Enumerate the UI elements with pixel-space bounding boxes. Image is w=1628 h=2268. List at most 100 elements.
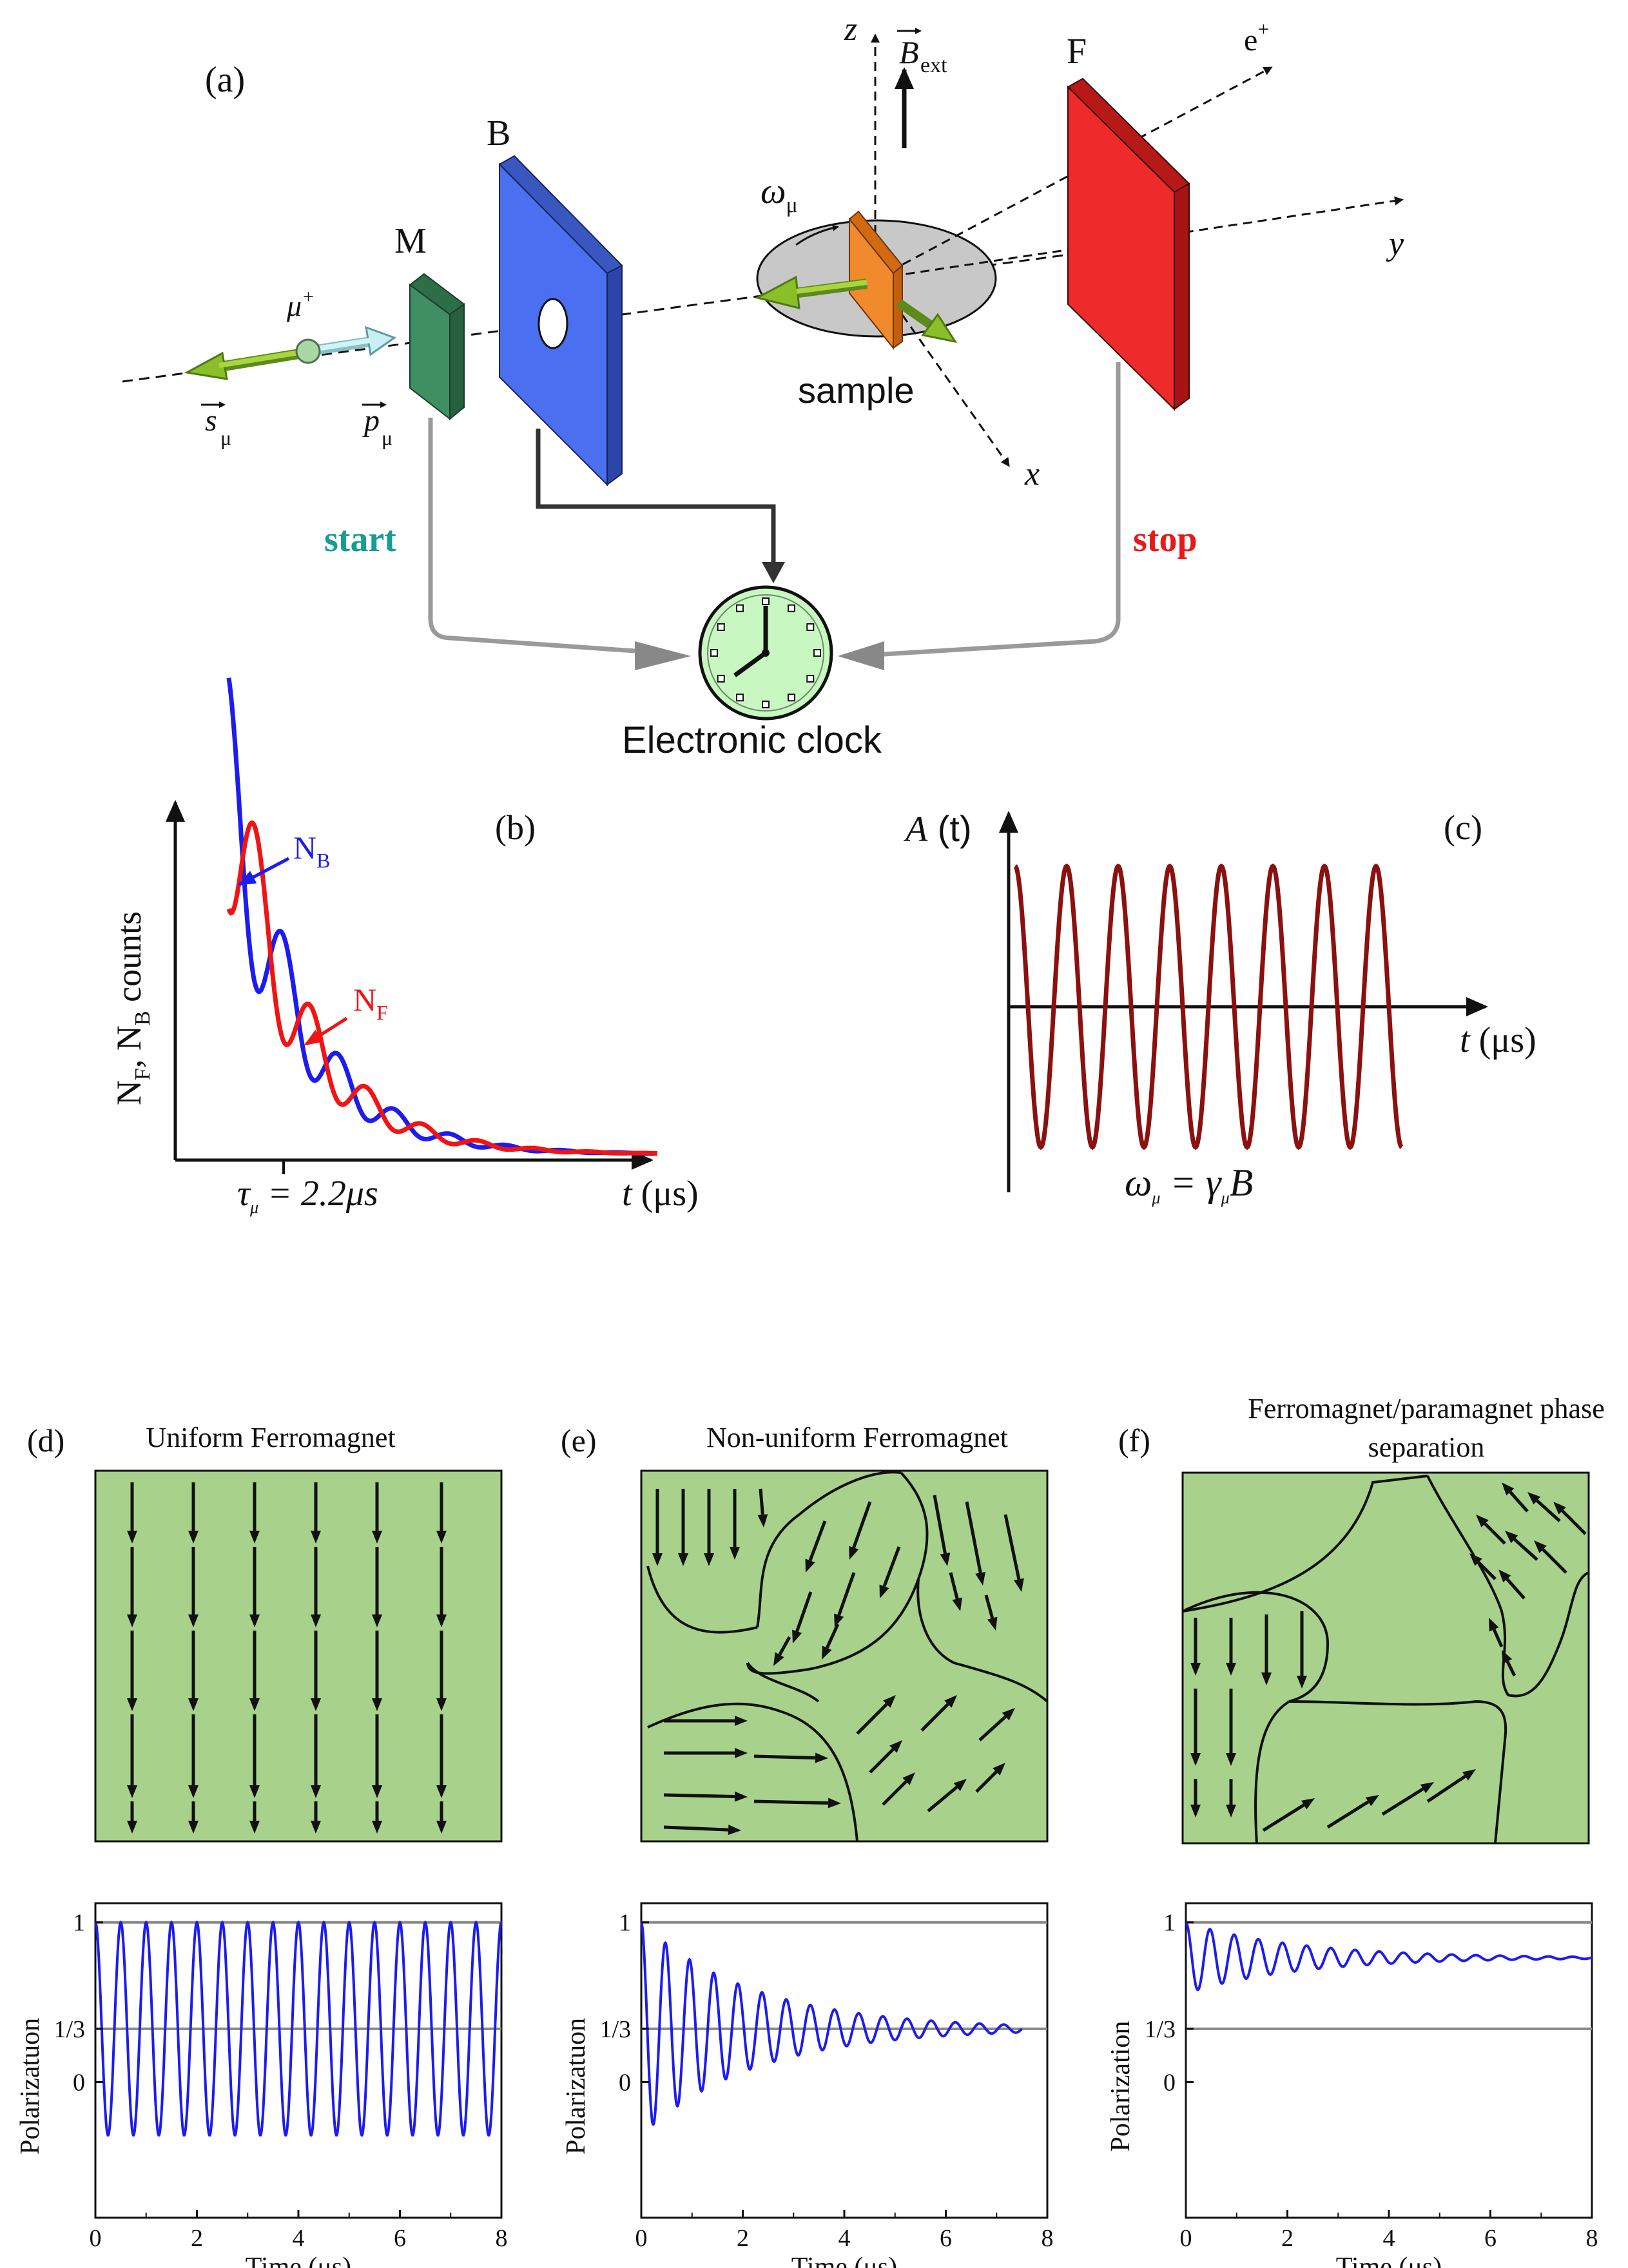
panel-b-x-label: t (μs) bbox=[622, 1174, 699, 1214]
spin-arrow-head bbox=[188, 1821, 199, 1834]
spin-arrow-head bbox=[1534, 1540, 1547, 1553]
plot-frame bbox=[1185, 1902, 1593, 2219]
spin-arrow bbox=[852, 1501, 872, 1548]
start-label: start bbox=[324, 519, 396, 559]
spin-arrow bbox=[1003, 1514, 1021, 1580]
spin-arrow-head bbox=[372, 1698, 382, 1711]
spin-arrow-head bbox=[828, 1798, 841, 1808]
spin-arrow-head bbox=[1527, 1492, 1541, 1505]
spin-arrow bbox=[1561, 1509, 1587, 1535]
x-axis-label: Time (μs) bbox=[791, 2253, 898, 2268]
spin-arrow-head bbox=[1502, 1482, 1515, 1496]
clock-mark bbox=[717, 623, 725, 631]
panel-f: (f) Ferromagnet/paramagnet phase separat… bbox=[1118, 1393, 1605, 1845]
b-cable-arrowhead bbox=[762, 562, 785, 583]
spin-arrow-head bbox=[1226, 1805, 1236, 1817]
svg-text:ext: ext bbox=[920, 53, 947, 77]
spin-arrow-head bbox=[1553, 1502, 1566, 1515]
polarization-curve bbox=[1185, 1921, 1593, 1992]
x-axis-label: Time (μs) bbox=[1336, 2253, 1442, 2268]
spin-arrow-head bbox=[987, 1616, 998, 1631]
spin-arrow bbox=[949, 1572, 959, 1600]
spin-arrow-head bbox=[311, 1785, 321, 1798]
sample-slab bbox=[848, 210, 904, 350]
spin-arrow-head bbox=[730, 1547, 740, 1560]
clock-mark bbox=[710, 649, 718, 657]
spin-arrow-head bbox=[127, 1614, 137, 1627]
x-tick-label: 2 bbox=[737, 2225, 749, 2252]
spin-arrow-head bbox=[883, 1695, 896, 1708]
spin-arrow-head bbox=[311, 1614, 321, 1627]
panel-f-title-line1: Ferromagnet/paramagnet phase bbox=[1248, 1393, 1604, 1424]
spin-arrow-head bbox=[822, 1645, 832, 1660]
spin-arrow bbox=[759, 1488, 764, 1515]
x-tick-label: 0 bbox=[1180, 2225, 1192, 2252]
clock-mark bbox=[762, 701, 770, 708]
spin-arrow-head bbox=[952, 1597, 962, 1611]
spin-arrow-head bbox=[1002, 1708, 1015, 1721]
x-tick-label: 8 bbox=[496, 2225, 508, 2252]
spin-arrow bbox=[1484, 1522, 1506, 1545]
spin-arrow-head bbox=[1190, 1663, 1201, 1676]
spin-arrow bbox=[984, 1594, 994, 1619]
detector-b bbox=[498, 155, 623, 487]
spin-arrow bbox=[975, 1770, 998, 1793]
spin-arrow-head bbox=[1502, 1650, 1513, 1664]
y-tick-label: 1 bbox=[1163, 1910, 1176, 1937]
spin-arrow-head bbox=[849, 1546, 859, 1560]
spin-arrow-head bbox=[249, 1698, 260, 1711]
spin-arrow-head bbox=[436, 1531, 447, 1544]
spin-arrow-head bbox=[889, 1740, 902, 1753]
b-cable bbox=[536, 429, 776, 567]
spin-arrow-head bbox=[1301, 1798, 1315, 1810]
x-axis-label: x bbox=[1024, 456, 1040, 492]
spin-arrow-head bbox=[940, 1552, 951, 1566]
spin-arrow bbox=[1536, 1499, 1561, 1522]
panel-c-y-label: A (t) bbox=[903, 808, 972, 849]
spin-arrow-head bbox=[1190, 1805, 1201, 1817]
spin-arrow bbox=[753, 1754, 816, 1759]
spin-arrow bbox=[1262, 1803, 1305, 1832]
polarization-plot-d: 0 2 4 6 8 1 1/3 0 Time (μs) Polarizatuon bbox=[15, 1902, 508, 2268]
spin-arrow bbox=[663, 1793, 735, 1799]
x-tick-label: 6 bbox=[394, 2225, 406, 2252]
panel-b-label: (b) bbox=[495, 808, 536, 847]
spin-arrow bbox=[1477, 1561, 1497, 1580]
sample-momentum-arrow bbox=[896, 299, 958, 344]
spin-arrow bbox=[869, 1748, 895, 1774]
spin-arrow bbox=[933, 1495, 947, 1554]
y-tick-label: 0 bbox=[73, 2069, 85, 2096]
nf-label: NF bbox=[353, 982, 388, 1024]
spin-arrow-head bbox=[757, 1514, 768, 1527]
panel-d-spins bbox=[127, 1482, 447, 1834]
panel-b-y-label: NF, NB counts bbox=[110, 911, 155, 1105]
detector-f-label: F bbox=[1067, 32, 1087, 72]
muon-particle bbox=[295, 338, 321, 364]
stop-cable bbox=[884, 362, 1121, 657]
nb-curve bbox=[226, 677, 657, 1156]
x-tick-label: 4 bbox=[1383, 2225, 1395, 2252]
spin-arrow-head bbox=[127, 1531, 137, 1544]
spin-arrow-head bbox=[953, 1779, 967, 1791]
spin-arrow-head bbox=[944, 1695, 957, 1708]
spin-arrow-head bbox=[1190, 1753, 1201, 1766]
spin-label: s μ bbox=[201, 402, 231, 449]
field-label: B ext bbox=[897, 28, 947, 77]
spin-arrow-head bbox=[805, 1558, 815, 1573]
spin-arrow-head bbox=[188, 1531, 199, 1544]
spin-arrow-head bbox=[436, 1614, 447, 1627]
clock-label: Electronic clock bbox=[622, 719, 882, 761]
spin-arrow-head bbox=[311, 1531, 321, 1544]
start-cable bbox=[428, 418, 635, 654]
spin-arrow-head bbox=[975, 1571, 986, 1585]
svg-text:p: p bbox=[362, 403, 380, 438]
panel-a: (a) μ+ s μ p μ bbox=[122, 11, 1404, 761]
spin-arrow bbox=[978, 1715, 1007, 1741]
spin-arrow-head bbox=[249, 1785, 260, 1798]
clock-mark bbox=[717, 675, 725, 683]
spin-arrow-head bbox=[993, 1763, 1005, 1776]
spin-arrow-head bbox=[1462, 1769, 1476, 1781]
spin-arrow-head bbox=[879, 1584, 889, 1598]
spin-arrow-head bbox=[704, 1553, 714, 1566]
